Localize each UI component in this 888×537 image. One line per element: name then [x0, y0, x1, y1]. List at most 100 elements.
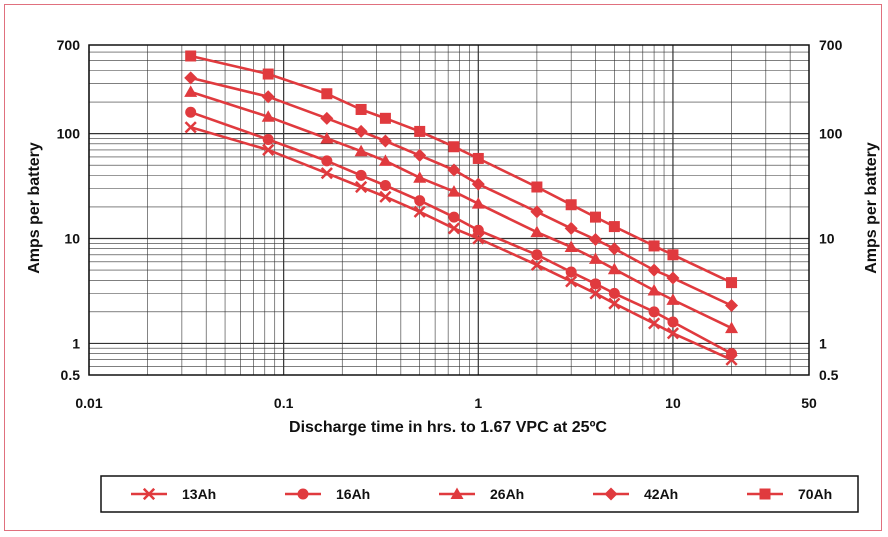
data-point [725, 298, 739, 312]
marker-stroke [589, 287, 602, 300]
data-point [185, 50, 197, 62]
series-42Ah [184, 71, 739, 312]
data-point [413, 205, 426, 218]
data-point [666, 271, 680, 285]
legend-item: 13Ah [131, 486, 216, 502]
x-axis-title: Discharge time in hrs. to 1.67 VPC at 25… [289, 419, 607, 436]
data-point [261, 90, 275, 104]
marker-stroke [608, 297, 621, 310]
data-point [447, 185, 461, 197]
y-tick-label-right: 10 [819, 231, 835, 247]
data-point [472, 232, 485, 245]
legend-label: 16Ah [336, 486, 370, 502]
data-point [564, 221, 578, 235]
data-point [413, 171, 427, 183]
y-axis-title-left: Amps per battery [26, 142, 43, 274]
data-point [648, 240, 660, 252]
legend-label: 42Ah [644, 486, 678, 502]
y-tick-label-left: 10 [64, 231, 80, 247]
y-tick-label-right: 1 [819, 335, 827, 351]
data-point [355, 103, 367, 115]
legend-marker [142, 487, 156, 501]
data-point [261, 110, 275, 122]
data-point [447, 163, 461, 177]
data-point [589, 211, 601, 223]
y-tick-label-right: 700 [819, 37, 843, 53]
data-point [608, 287, 620, 299]
data-point [725, 321, 739, 334]
legend-box [100, 475, 859, 513]
data-point [378, 134, 392, 148]
x-tick-label: 0.1 [274, 395, 294, 411]
data-point [184, 71, 198, 85]
x-tick-label: 10 [665, 395, 681, 411]
data-point [262, 68, 274, 80]
y-tick-label-left: 100 [57, 126, 81, 142]
data-point [531, 249, 543, 261]
data-point [320, 131, 334, 144]
series-16Ah [185, 106, 738, 360]
marker-stroke [647, 317, 661, 330]
legend-marker [297, 488, 309, 500]
data-point [667, 316, 679, 328]
data-point [531, 181, 543, 193]
legend-marker [450, 487, 464, 499]
data-point [647, 317, 661, 330]
series-70Ah [185, 50, 738, 289]
data-point [667, 249, 679, 261]
data-point [589, 287, 602, 300]
marker-stroke [262, 143, 275, 156]
data-point [530, 258, 543, 272]
series-26Ah [184, 85, 739, 334]
data-point [608, 297, 621, 310]
data-point [379, 112, 391, 124]
data-point [530, 225, 544, 238]
data-point [354, 144, 368, 157]
data-point [647, 283, 661, 296]
data-point [413, 148, 427, 162]
y-tick-label-right: 0.5 [819, 367, 839, 383]
data-point [588, 252, 602, 264]
marker-stroke [413, 205, 426, 218]
data-point [448, 141, 460, 153]
data-point [666, 293, 680, 305]
data-point [447, 222, 461, 235]
chart-frame [4, 4, 882, 531]
series-13Ah [184, 121, 738, 366]
data-point [321, 155, 333, 167]
marker-stroke [666, 327, 680, 340]
legend-label: 70Ah [798, 486, 832, 502]
data-point [262, 143, 275, 156]
y-tick-label-left: 0.5 [61, 367, 81, 383]
legend-label: 26Ah [490, 486, 524, 502]
data-point [726, 348, 738, 360]
data-point [471, 177, 485, 191]
marker-stroke [142, 487, 156, 501]
data-point [262, 133, 274, 145]
data-point [320, 167, 333, 180]
marker-stroke [355, 180, 368, 194]
marker-stroke [379, 190, 392, 203]
data-point [472, 152, 484, 164]
data-point [184, 121, 197, 134]
data-point [666, 327, 680, 340]
marker-stroke [447, 222, 461, 235]
y-tick-label-left: 700 [57, 37, 81, 53]
data-point [564, 240, 578, 253]
data-point [565, 199, 577, 211]
data-point [321, 88, 333, 100]
data-point [320, 111, 334, 125]
legend-marker [759, 488, 771, 500]
plot-area [88, 44, 810, 376]
marker-stroke [565, 275, 578, 288]
data-point [565, 266, 577, 278]
data-point [589, 278, 601, 290]
marker-stroke [184, 121, 197, 134]
data-point [565, 275, 578, 288]
series-layer [184, 50, 739, 366]
x-tick-label: 50 [801, 395, 817, 411]
legend-marker [604, 487, 618, 501]
data-point [608, 221, 620, 233]
